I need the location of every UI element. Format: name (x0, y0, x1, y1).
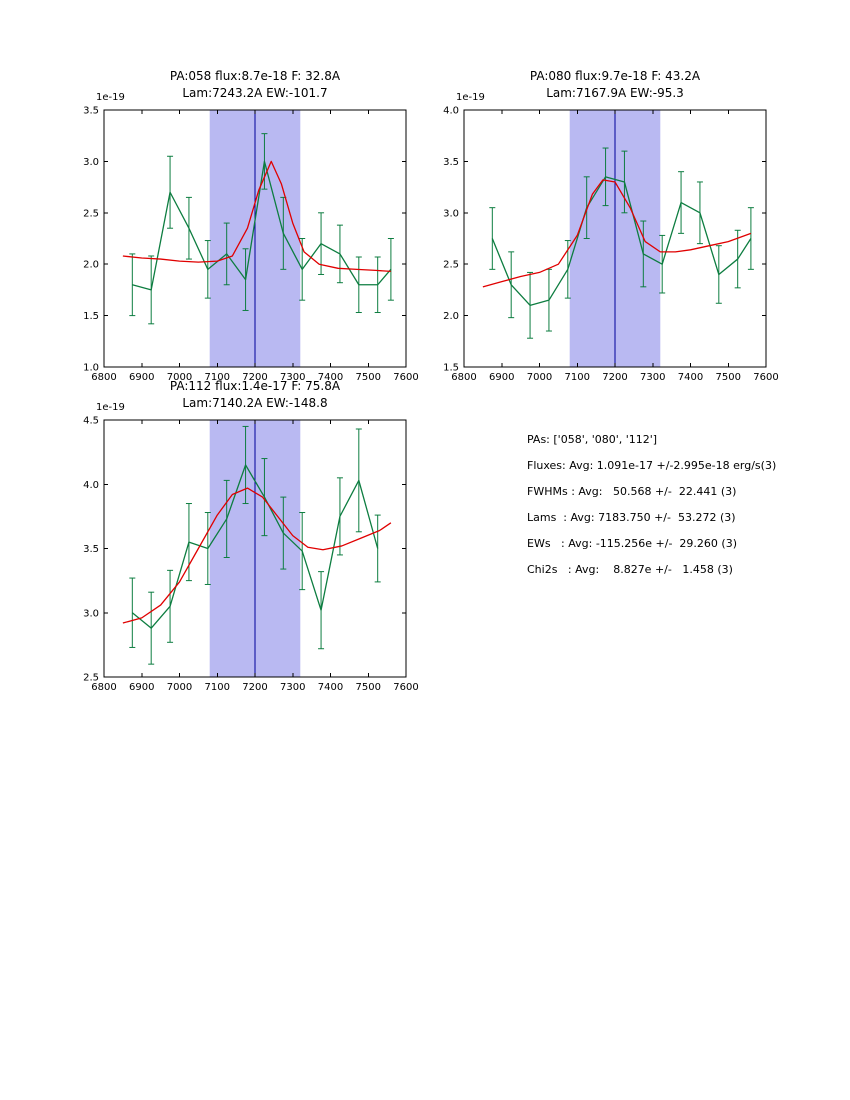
svg-text:7600: 7600 (393, 372, 418, 383)
svg-text:6800: 6800 (451, 372, 476, 383)
subplot-pa058-y-offset-label: 1e-19 (96, 92, 125, 103)
svg-text:7100: 7100 (565, 372, 590, 383)
svg-text:4.5: 4.5 (83, 416, 99, 427)
svg-text:3.0: 3.0 (443, 208, 459, 219)
svg-text:7300: 7300 (640, 372, 665, 383)
subplot-pa080-y-offset-label: 1e-19 (456, 92, 485, 103)
svg-text:6800: 6800 (91, 682, 116, 693)
svg-text:1.5: 1.5 (83, 311, 99, 322)
svg-text:7500: 7500 (356, 372, 381, 383)
subplot-pa112-title-line1: PA:112 flux:1.4e-17 F: 75.8A (169, 379, 341, 393)
svg-text:3.5: 3.5 (83, 544, 99, 555)
svg-text:7000: 7000 (527, 372, 552, 383)
svg-text:7000: 7000 (167, 682, 192, 693)
svg-text:7100: 7100 (205, 372, 230, 383)
subplot-pa112-y-offset-label: 1e-19 (96, 402, 125, 413)
subplot-pa080-title-line2: Lam:7167.9A EW:-95.3 (546, 86, 684, 100)
subplot-pa058: 6800 6900 7000 7100 7200 7300 7400 7500 7600 1.0 1… (60, 102, 420, 392)
svg-text:7400: 7400 (318, 682, 343, 693)
svg-text:7600: 7600 (753, 372, 778, 383)
svg-text:2.0: 2.0 (83, 260, 99, 271)
svg-text:7400: 7400 (678, 372, 703, 383)
svg-text:4.0: 4.0 (443, 106, 459, 117)
svg-text:6900: 6900 (129, 372, 154, 383)
svg-text:7400: 7400 (318, 372, 343, 383)
subplot-pa058-title-line1: PA:058 flux:8.7e-18 F: 32.8A (169, 69, 341, 83)
svg-text:3.5: 3.5 (83, 106, 99, 117)
stats-line-chi2s: Chi2s : Avg: 8.827e +/- 1.458 (3) (527, 563, 733, 576)
svg-text:7000: 7000 (167, 372, 192, 383)
svg-text:7500: 7500 (716, 372, 741, 383)
subplot-pa112-title: PA:112 flux:1.4e-17 F: 75.8A Lam:7140.2A… (75, 378, 435, 412)
subplot-pa080: 6800 6900 7000 7100 7200 7300 7400 7500 7600 1.5 2… (420, 102, 780, 392)
svg-text:1.5: 1.5 (443, 363, 459, 374)
svg-text:2.5: 2.5 (443, 260, 459, 271)
svg-text:7200: 7200 (602, 372, 627, 383)
subplot-pa080-title: PA:080 flux:9.7e-18 F: 43.2A Lam:7167.9A… (435, 68, 795, 102)
subplot-pa112-title-line2: Lam:7140.2A EW:-148.8 (182, 396, 328, 410)
svg-text:6800: 6800 (91, 372, 116, 383)
svg-text:6900: 6900 (489, 372, 514, 383)
svg-text:7300: 7300 (280, 682, 305, 693)
svg-text:2.0: 2.0 (443, 311, 459, 322)
stats-line-ews: EWs : Avg: -115.256e +/- 29.260 (3) (527, 537, 737, 550)
svg-text:7500: 7500 (356, 682, 381, 693)
stats-line-lams: Lams : Avg: 7183.750 +/- 53.272 (3) (527, 511, 736, 524)
svg-text:7200: 7200 (242, 682, 267, 693)
svg-text:2.5: 2.5 (83, 673, 99, 684)
svg-text:2.5: 2.5 (83, 208, 99, 219)
svg-text:4.0: 4.0 (83, 480, 99, 491)
svg-text:3.0: 3.0 (83, 157, 99, 168)
svg-text:7300: 7300 (280, 372, 305, 383)
svg-text:7600: 7600 (393, 682, 418, 693)
svg-text:6900: 6900 (129, 682, 154, 693)
svg-text:7200: 7200 (242, 372, 267, 383)
svg-text:7100: 7100 (205, 682, 230, 693)
subplot-pa112: 6800 6900 7000 7100 7200 7300 7400 7500 7600 2.5 3… (60, 412, 420, 702)
svg-text:3.0: 3.0 (83, 608, 99, 619)
subplot-pa058-title-line2: Lam:7243.2A EW:-101.7 (182, 86, 328, 100)
subplot-pa058-title: PA:058 flux:8.7e-18 F: 32.8A Lam:7243.2A… (75, 68, 435, 102)
stats-line-fwhms: FWHMs : Avg: 50.568 +/- 22.441 (3) (527, 485, 737, 498)
subplot-pa080-title-line1: PA:080 flux:9.7e-18 F: 43.2A (529, 69, 701, 83)
svg-text:3.5: 3.5 (443, 157, 459, 168)
stats-line-fluxes: Fluxes: Avg: 1.091e-17 +/-2.995e-18 erg/… (527, 459, 777, 472)
svg-text:1.0: 1.0 (83, 363, 99, 374)
stats-panel: PAs: ['058', '080', '112'] Fluxes: Avg: … (527, 433, 776, 576)
stats-line-pas: PAs: ['058', '080', '112'] (527, 433, 658, 446)
